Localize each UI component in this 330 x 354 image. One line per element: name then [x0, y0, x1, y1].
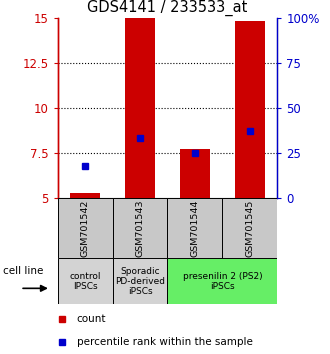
Text: GSM701543: GSM701543 — [136, 200, 145, 257]
Bar — [235, 21, 265, 198]
Text: GSM701544: GSM701544 — [190, 200, 199, 257]
Bar — [113, 258, 168, 304]
Text: cell line: cell line — [3, 266, 43, 276]
Text: GSM701542: GSM701542 — [81, 200, 90, 257]
Text: GSM701545: GSM701545 — [245, 200, 254, 257]
Text: Sporadic
PD-derived
iPSCs: Sporadic PD-derived iPSCs — [115, 267, 165, 296]
Title: GDS4141 / 233533_at: GDS4141 / 233533_at — [87, 0, 248, 16]
Bar — [58, 258, 113, 304]
Text: count: count — [77, 314, 106, 324]
Bar — [168, 198, 222, 258]
Text: presenilin 2 (PS2)
iPSCs: presenilin 2 (PS2) iPSCs — [182, 272, 262, 291]
Text: control
IPSCs: control IPSCs — [69, 272, 101, 291]
Bar — [180, 149, 210, 198]
Bar — [125, 18, 155, 198]
Bar — [222, 198, 277, 258]
Text: percentile rank within the sample: percentile rank within the sample — [77, 337, 252, 347]
Bar — [113, 198, 168, 258]
Bar — [58, 198, 113, 258]
Bar — [168, 258, 277, 304]
Bar — [70, 193, 100, 198]
